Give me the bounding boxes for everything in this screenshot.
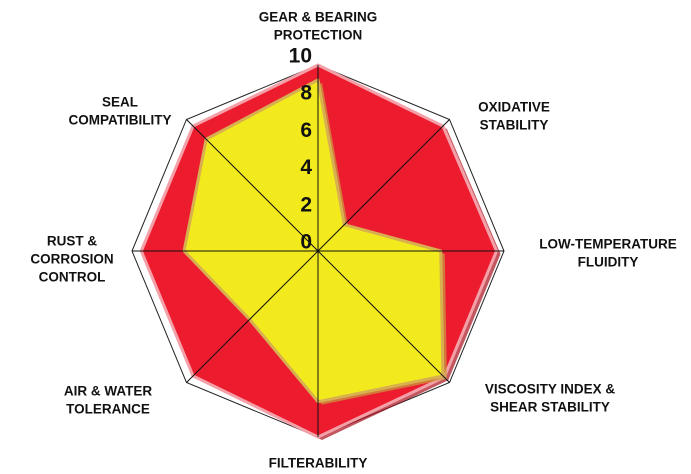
axis-label: SEAL: [102, 95, 138, 110]
axis-label: VISCOSITY INDEX &: [485, 382, 616, 397]
axis-label: STABILITY: [480, 118, 549, 133]
axis-label: TOLERANCE: [66, 402, 150, 417]
axis-label: SHEAR STABILITY: [490, 400, 610, 415]
axis-label: GEAR & BEARING: [259, 10, 378, 25]
axis-label: FILTERABILITY: [269, 456, 368, 471]
spoke: [186, 250, 319, 383]
axis-label: FLUIDITY: [578, 255, 639, 270]
tick-label: 2: [300, 193, 312, 216]
tick-label: 8: [300, 82, 312, 105]
axis-label: AIR & WATER: [64, 384, 152, 399]
axis-label: CONTROL: [39, 270, 106, 285]
tick-label: 0: [300, 231, 312, 254]
axis-label: RUST &: [47, 234, 98, 249]
spoke: [317, 119, 450, 252]
tick-label: 10: [289, 45, 312, 68]
axis-label: LOW-TEMPERATURE: [539, 237, 676, 252]
axis-label: CORROSION: [30, 252, 113, 267]
tick-label: 4: [300, 156, 312, 179]
spoke: [317, 250, 450, 383]
spoke: [186, 119, 319, 252]
axis-label: PROTECTION: [274, 28, 363, 43]
tick-label: 6: [300, 119, 312, 142]
axis-label: COMPATIBILITY: [69, 113, 172, 128]
axis-label: OXIDATIVE: [478, 100, 550, 115]
